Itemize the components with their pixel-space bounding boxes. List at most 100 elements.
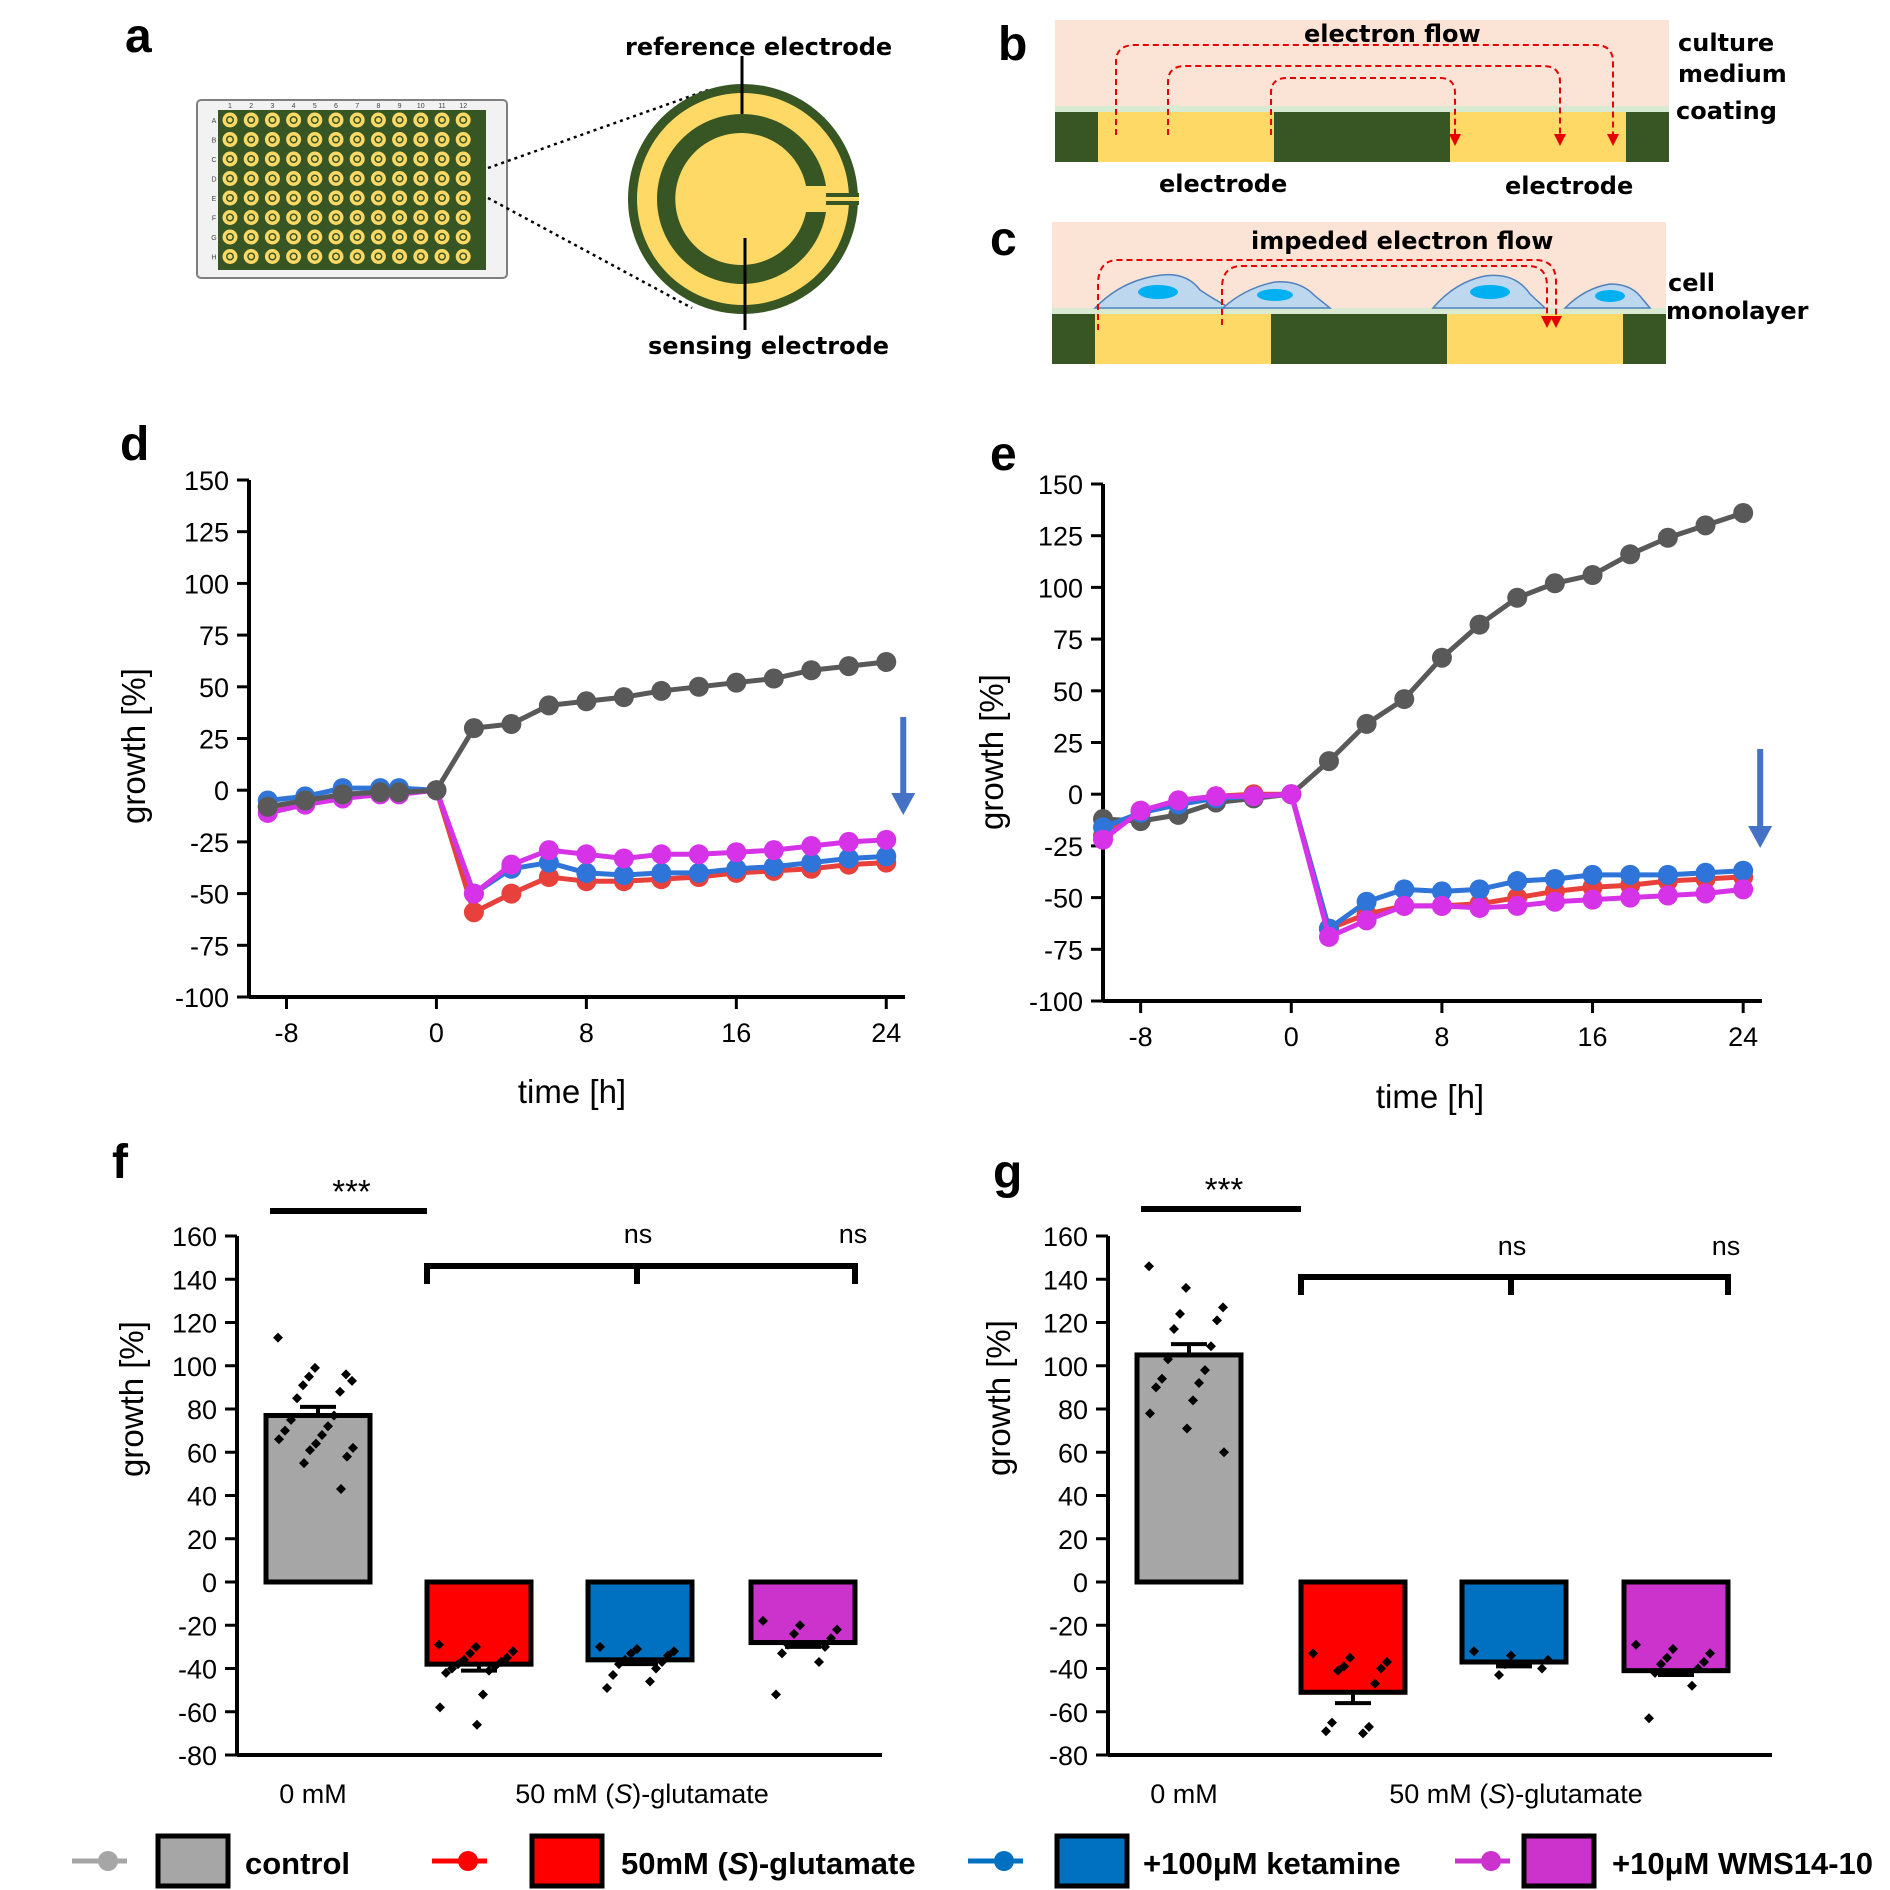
plate-well-core — [354, 234, 360, 240]
legend-swatch-wms — [1521, 1833, 1597, 1889]
plate-well-core — [227, 215, 233, 220]
data-point-control — [1356, 713, 1377, 734]
legend-label-italic: S — [728, 1846, 749, 1881]
data-point — [472, 1719, 482, 1730]
plate-well-core — [291, 234, 297, 240]
plate-well-core — [375, 117, 381, 123]
data-point — [305, 1445, 315, 1456]
data-point-ketamine — [726, 858, 747, 879]
group-label-glutamate: 50 mM (S)-glutamate — [515, 1779, 769, 1809]
data-point — [1631, 1639, 1641, 1650]
data-point-wms — [1356, 910, 1377, 931]
data-point-control — [688, 676, 709, 697]
plate-well-core — [354, 215, 360, 220]
data-point-wms — [838, 831, 859, 852]
data-point — [310, 1362, 320, 1373]
plate-well-core — [333, 215, 339, 220]
data-point — [614, 1659, 624, 1670]
plate-well-core — [418, 117, 424, 123]
plate-well-core — [354, 156, 360, 162]
y-tick-label: 160 — [1043, 1222, 1088, 1252]
data-point-wms — [1620, 887, 1641, 908]
data-point-control — [1544, 573, 1565, 594]
x-tick-label: 0 — [429, 1018, 444, 1048]
data-point — [1693, 1663, 1703, 1674]
data-point-ketamine — [838, 848, 859, 869]
plate-well-core — [333, 254, 339, 259]
data-point — [434, 1639, 444, 1650]
reference-electrode-label: reference electrode — [625, 33, 892, 61]
plate-well-core — [439, 176, 445, 181]
data-point — [478, 1689, 488, 1700]
data-point — [1339, 1661, 1349, 1672]
data-point — [1333, 1665, 1343, 1676]
data-point-ketamine — [1544, 868, 1565, 889]
plate-row-label: F — [212, 216, 216, 223]
data-point — [342, 1451, 352, 1462]
plate-well-core — [460, 176, 466, 181]
electrode-label-right: electrode — [1505, 172, 1633, 200]
significance-label-wms: ns — [839, 1219, 868, 1249]
plate-well-core — [439, 137, 445, 142]
plate-well-core — [312, 254, 318, 259]
plate-well-core — [375, 234, 381, 240]
data-point — [1644, 1713, 1654, 1724]
y-tick-label: -100 — [175, 983, 229, 1013]
data-point — [1687, 1680, 1697, 1691]
data-point-control — [726, 672, 747, 693]
group-label-suffix: )-glutamate — [632, 1779, 769, 1809]
y-tick-label: -25 — [1044, 832, 1083, 862]
series-line-wms — [1101, 791, 1744, 940]
plate-well-core — [291, 137, 297, 142]
data-point-ketamine — [1620, 864, 1641, 885]
plate-well-core — [269, 137, 275, 142]
group-label-prefix: 50 mM ( — [515, 1779, 614, 1809]
data-point — [298, 1380, 308, 1391]
data-point — [758, 1615, 768, 1626]
y-tick-label: -80 — [178, 1741, 217, 1771]
plate-well-core — [375, 215, 381, 220]
data-point-control — [651, 680, 672, 701]
data-point — [1469, 1646, 1479, 1657]
group-label-italic: S — [1488, 1779, 1506, 1809]
plate-well-core — [460, 137, 466, 142]
data-point — [441, 1667, 451, 1678]
plate-row-label: G — [211, 235, 216, 242]
data-point — [771, 1689, 781, 1700]
cell-label: cell — [1668, 269, 1715, 297]
plate-well-core — [375, 254, 381, 259]
plate-well-core — [248, 117, 254, 123]
impeded-flow-diagram — [1052, 222, 1666, 364]
plate-well-core — [269, 176, 275, 181]
legend-label-main: +100μM ketamine — [1143, 1846, 1401, 1881]
y-tick-label: 100 — [1043, 1352, 1088, 1382]
plate-well-core — [269, 195, 275, 201]
data-point — [632, 1644, 642, 1655]
y-tick-label: -75 — [1044, 935, 1083, 965]
coating-label: coating — [1676, 97, 1777, 125]
y-tick-label: -25 — [190, 828, 229, 858]
data-point — [820, 1641, 830, 1652]
x-axis-label-d: time [h] — [518, 1073, 626, 1110]
bar-control — [1134, 1352, 1244, 1585]
data-point — [777, 1648, 787, 1659]
data-point — [1188, 1395, 1198, 1406]
data-point-glutamate — [538, 867, 559, 888]
y-tick-label: 60 — [187, 1438, 217, 1468]
data-point — [1175, 1308, 1185, 1319]
y-tick-label: -80 — [1049, 1741, 1088, 1771]
data-point-wms — [463, 883, 484, 904]
data-point — [832, 1624, 842, 1635]
data-point — [336, 1484, 346, 1495]
data-point — [608, 1669, 618, 1680]
data-point-wms — [1243, 786, 1264, 807]
data-point — [1537, 1663, 1547, 1674]
plate-well-core — [269, 215, 275, 220]
data-point — [814, 1657, 824, 1668]
legend-label-ketamine: +100μM ketamine — [1143, 1846, 1401, 1881]
plate-column-label: 12 — [459, 103, 467, 110]
data-point — [1194, 1378, 1204, 1389]
electrode-label-left: electrode — [1159, 170, 1287, 198]
plate-row-label: A — [212, 118, 217, 125]
